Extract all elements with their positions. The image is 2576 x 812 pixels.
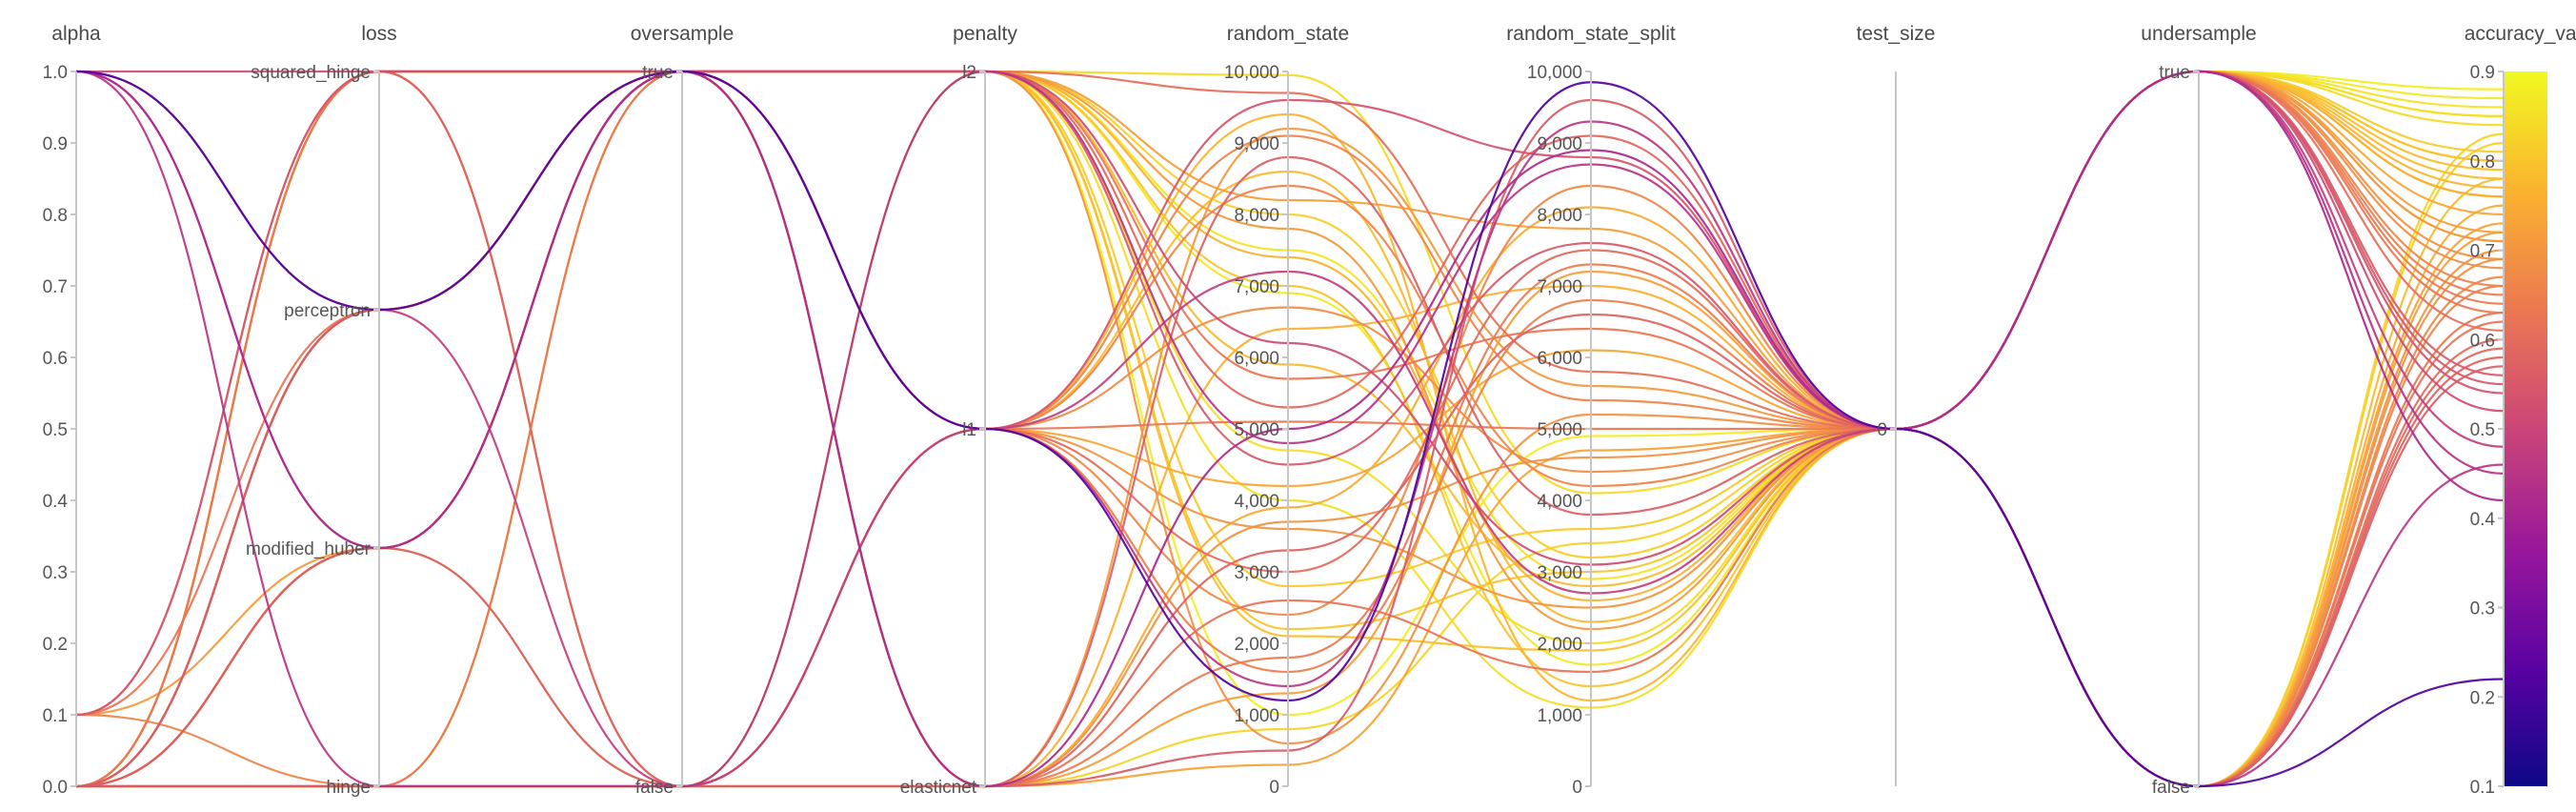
axis-title: oversample: [631, 23, 735, 45]
tick-label: 1.0: [43, 63, 68, 83]
tick-label: 8,000: [1537, 206, 1582, 226]
tick-label: 0.5: [43, 420, 68, 440]
axis-title: accuracy_val: [2465, 23, 2576, 45]
tick-label: 0.6: [43, 349, 68, 369]
tick-label: 9,000: [1537, 134, 1582, 154]
axis-oversample[interactable]: oversample false true: [631, 23, 735, 798]
tick-label: 0.9: [43, 134, 68, 154]
axis-title: test_size: [1857, 23, 1936, 45]
axis-loss[interactable]: loss hinge modified_huber perceptron squared…: [246, 23, 397, 798]
tick-label: 10,000: [1224, 63, 1279, 83]
tick-label: 0.6: [2470, 331, 2495, 351]
tick-label: 0.5: [2470, 420, 2495, 440]
tick-label: 7,000: [1537, 277, 1582, 297]
axis-title: random_state_split: [1506, 23, 1676, 45]
tick-label: 5,000: [1537, 420, 1582, 440]
tick-label: false: [2152, 778, 2190, 798]
run-line[interactable]: [76, 249, 2505, 788]
tick-label: l2: [962, 63, 976, 83]
tick-label: squared_hinge: [251, 63, 371, 83]
tick-label: 3,000: [1537, 563, 1582, 583]
run-line[interactable]: [75, 70, 2505, 566]
tick-label: 0.3: [43, 563, 68, 583]
axis-undersample[interactable]: undersample false true: [2141, 23, 2256, 798]
axis-title: random_state: [1227, 23, 1349, 45]
tick-label: 0: [1269, 778, 1279, 798]
tick-label: 0.1: [2470, 778, 2495, 798]
tick-label: false: [635, 778, 674, 798]
tick-label: 2,000: [1537, 635, 1582, 655]
tick-label: 2,000: [1234, 635, 1279, 655]
tick-label: 4,000: [1234, 492, 1279, 512]
tick-label: 0.3: [2470, 599, 2495, 619]
tick-label: hinge: [327, 778, 372, 798]
axis-random_state[interactable]: random_state 0 1,000 2,000 3,000 4,000 5,000 6,…: [1224, 23, 1349, 798]
tick-label: 0: [1572, 778, 1582, 798]
tick-label: 4,000: [1537, 492, 1582, 512]
tick-label: 1,000: [1234, 706, 1279, 726]
tick-label: 10,000: [1527, 63, 1582, 83]
tick-label: 6,000: [1234, 349, 1279, 369]
tick-label: 0: [1877, 420, 1887, 440]
tick-label: 7,000: [1234, 277, 1279, 297]
tick-label: 6,000: [1537, 349, 1582, 369]
axis-title: penalty: [953, 23, 1017, 45]
axis-test_size[interactable]: test_size 0: [1857, 23, 1936, 786]
tick-label: 0.1: [43, 706, 68, 726]
tick-label: 0.7: [43, 277, 68, 297]
colorbar: [2504, 71, 2547, 786]
axis-random_state_split[interactable]: random_state_split 0 1,000 2,000 3,000 4,000 5…: [1506, 23, 1676, 798]
run-line[interactable]: [75, 70, 2505, 717]
tick-label: 8,000: [1234, 206, 1279, 226]
axis-title: loss: [361, 23, 396, 45]
tick-label: 0.2: [43, 635, 68, 655]
tick-label: 0.4: [2470, 510, 2496, 530]
axis-title: undersample: [2141, 23, 2256, 45]
tick-label: true: [642, 63, 674, 83]
run-line[interactable]: [75, 70, 2505, 788]
tick-label: 0.9: [2470, 63, 2495, 83]
tick-label: 5,000: [1234, 420, 1279, 440]
axis-accuracy_val[interactable]: accuracy_val 0.1 0.2 0.3 0.4 0.5 0.6 0.7 0.8 0.9: [2465, 23, 2576, 798]
tick-label: l1: [962, 420, 976, 440]
run-line[interactable]: [75, 70, 2505, 788]
axis-penalty[interactable]: penalty elasticnet l1 l2: [900, 23, 1018, 798]
tick-label: elasticnet: [900, 778, 977, 798]
tick-label: true: [2159, 63, 2190, 83]
axes: alpha 0.0 0.1 0.2 0.3 0.4 0.5 0.6 0.7 0.8 0.9 1.0 lo…: [43, 23, 2576, 798]
tick-label: 0.8: [2470, 152, 2495, 173]
tick-label: 1,000: [1537, 706, 1582, 726]
tick-label: 0.4: [43, 492, 69, 512]
axis-title: alpha: [51, 23, 101, 45]
tick-label: 0.8: [43, 206, 68, 226]
tick-label: perceptron: [284, 301, 371, 321]
tick-label: 3,000: [1234, 563, 1279, 583]
tick-label: 9,000: [1234, 134, 1279, 154]
run-line[interactable]: [75, 70, 2505, 717]
tick-label: 0.7: [2470, 242, 2495, 262]
tick-label: 0.2: [2470, 688, 2495, 708]
tick-label: 0.0: [43, 778, 68, 798]
run-lines: [75, 70, 2505, 788]
run-line[interactable]: [75, 155, 2505, 788]
tick-label: modified_huber: [246, 539, 372, 559]
axis-alpha[interactable]: alpha 0.0 0.1 0.2 0.3 0.4 0.5 0.6 0.7 0.8 0.9 1.0: [43, 23, 101, 798]
